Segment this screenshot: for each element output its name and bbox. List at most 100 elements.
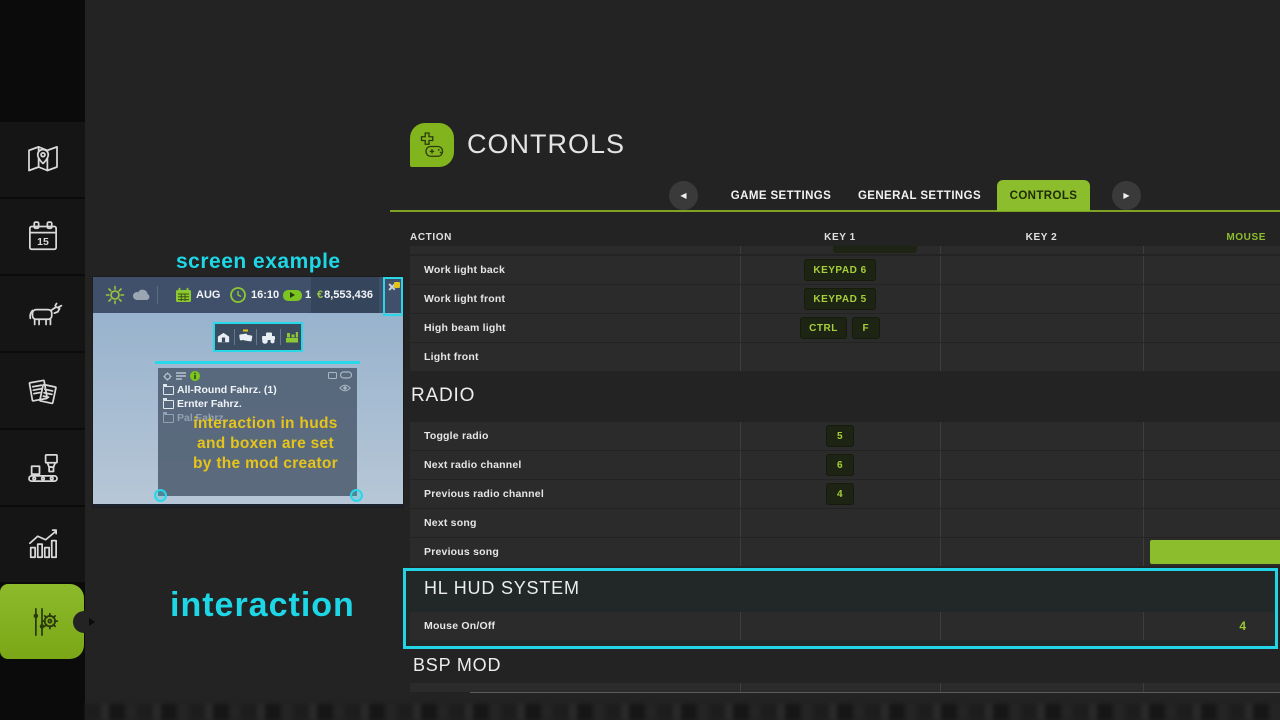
action-label: Previous radio channel — [424, 488, 544, 500]
tab-label: CONTROLS — [1009, 189, 1078, 202]
table-row[interactable]: Next radio channel 6 — [410, 451, 1280, 479]
table-row[interactable]: Work light front KEYPAD 5 — [410, 285, 1280, 313]
calendar-icon: 15 — [28, 220, 57, 250]
map-icon — [27, 145, 58, 171]
sidebar-item-contracts[interactable] — [0, 353, 85, 428]
section-title-hl-hud: HL HUD SYSTEM — [424, 578, 580, 598]
settings-icon — [33, 607, 59, 636]
key-chip[interactable]: F — [851, 317, 880, 339]
eye-icon — [339, 384, 351, 392]
action-label: Previous song — [424, 546, 499, 558]
hud-time-scale: 1 — [305, 289, 312, 301]
sidebar-item-production[interactable] — [0, 430, 85, 505]
gamepad-icon — [420, 132, 444, 157]
annotation-hud-note: interaction in huds and boxen are set by… — [193, 415, 338, 472]
table-row[interactable]: High beam light CTRL F — [410, 314, 1280, 342]
action-label: Toggle radio — [424, 430, 489, 442]
table-row[interactable]: Toggle radio 5 — [410, 422, 1280, 450]
sidebar-item-statistics[interactable] — [0, 507, 85, 582]
finance-icon — [239, 329, 252, 342]
next-arrow-icon: ▶ — [1123, 191, 1130, 200]
table-row-partial[interactable] — [410, 683, 1280, 692]
sidebar-item-settings[interactable] — [0, 584, 95, 659]
column-header-key2: KEY 2 — [1025, 232, 1058, 243]
table-row[interactable]: Work light back KEYPAD 6 — [410, 256, 1280, 284]
action-label: Light front — [424, 351, 479, 363]
action-label: Work light front — [424, 293, 506, 305]
controls-header-icon — [410, 123, 454, 167]
table-row[interactable]: Light front — [410, 343, 1280, 371]
sidebar-item-calendar[interactable]: 15 — [0, 199, 85, 274]
yellow-mini-icon — [393, 282, 400, 288]
hud-time: 16:10 — [251, 289, 280, 301]
inset-hud-topbar: AUG 16:10 1 € 8,553,436 — [93, 277, 403, 313]
vehicle-list-item: All-Round Fahrz. (1) — [163, 383, 277, 396]
gamepad-mini-icon — [340, 371, 352, 379]
tabs-prev-button[interactable]: ◀ — [669, 181, 698, 210]
action-label: Next radio channel — [424, 459, 522, 471]
table-row-partial[interactable] — [410, 246, 1280, 254]
resize-handle — [350, 489, 363, 502]
hud-vehicle-panel: All-Round Fahrz. (1) Ernter Fahrz. Pal.F… — [158, 368, 357, 496]
column-header-action: ACTION — [410, 232, 452, 243]
vehicle-list-item: Pal.Fahrz. — [163, 411, 227, 424]
key-chip[interactable]: 5 — [826, 425, 854, 447]
annotation-box-topright — [383, 277, 403, 316]
action-label: Mouse On/Off — [424, 620, 496, 632]
annotation-interaction: interaction — [170, 586, 355, 624]
mouse-binding-value[interactable]: 4 — [1239, 619, 1246, 633]
list-mini-icon — [176, 372, 186, 380]
calendar-hud-icon — [175, 277, 192, 313]
tab-controls[interactable]: CONTROLS — [997, 180, 1090, 211]
vehicle-group-label: Pal.Fahrz. — [177, 412, 227, 424]
table-row[interactable]: Next song — [410, 509, 1280, 537]
key-chip[interactable]: 6 — [826, 454, 854, 476]
annotation-screen-example: screen example — [176, 250, 341, 273]
mouse-binding-bar[interactable] — [1150, 540, 1280, 564]
action-label: High beam light — [424, 322, 506, 334]
tab-game-settings[interactable]: GAME SETTINGS — [716, 181, 846, 211]
resize-handle — [154, 489, 167, 502]
cloud-icon — [131, 277, 153, 313]
hl-hud-highlight-frame — [403, 568, 1278, 649]
production-icon — [27, 453, 58, 482]
annotation-line — [155, 361, 360, 364]
tractor-icon — [262, 332, 276, 344]
divider — [157, 286, 158, 304]
hud-month: AUG — [196, 289, 221, 301]
money-value: 8,553,436 — [324, 289, 374, 301]
key-chip[interactable]: CTRL — [800, 317, 847, 339]
tab-underline — [390, 210, 1280, 212]
section-title-bsp-mod: BSP MOD — [413, 655, 502, 675]
clock-icon — [229, 277, 247, 313]
key-chip[interactable]: KEYPAD 6 — [804, 259, 876, 281]
table-row[interactable]: Mouse On/Off 4 — [410, 612, 1274, 640]
blurred-hint-bar — [85, 704, 1280, 720]
divider — [470, 692, 1280, 693]
panel-header-right — [328, 371, 352, 379]
time-scale-icon — [283, 277, 302, 313]
key-chip-partial — [833, 246, 917, 253]
key-chip[interactable]: KEYPAD 5 — [804, 288, 876, 310]
key-chip[interactable]: 4 — [826, 483, 854, 505]
barn-icon — [218, 332, 230, 342]
inset-bottom-edge — [93, 504, 403, 507]
active-tab-notch — [73, 610, 95, 633]
section-title-radio: RADIO — [411, 385, 476, 406]
vehicle-group-label: All-Round Fahrz. (1) — [177, 384, 277, 396]
sidebar-item-map[interactable] — [0, 122, 85, 197]
tab-label: GAME SETTINGS — [730, 190, 832, 202]
table-row[interactable]: Previous radio channel 4 — [410, 480, 1280, 508]
table-row[interactable]: Previous song — [410, 538, 1280, 566]
folder-icon — [163, 383, 174, 395]
gear-mini-icon — [163, 371, 172, 381]
sidebar: 15 — [0, 0, 95, 720]
panel-header — [163, 371, 200, 381]
page-title: CONTROLS — [467, 129, 626, 159]
sidebar-item-animals[interactable] — [0, 276, 85, 351]
tabs-next-button[interactable]: ▶ — [1112, 181, 1141, 210]
action-label: Work light back — [424, 264, 505, 276]
documents-icon — [28, 379, 57, 404]
tab-general-settings[interactable]: GENERAL SETTINGS — [852, 181, 987, 211]
vehicle-list-item: Ernter Fahrz. — [163, 397, 242, 410]
